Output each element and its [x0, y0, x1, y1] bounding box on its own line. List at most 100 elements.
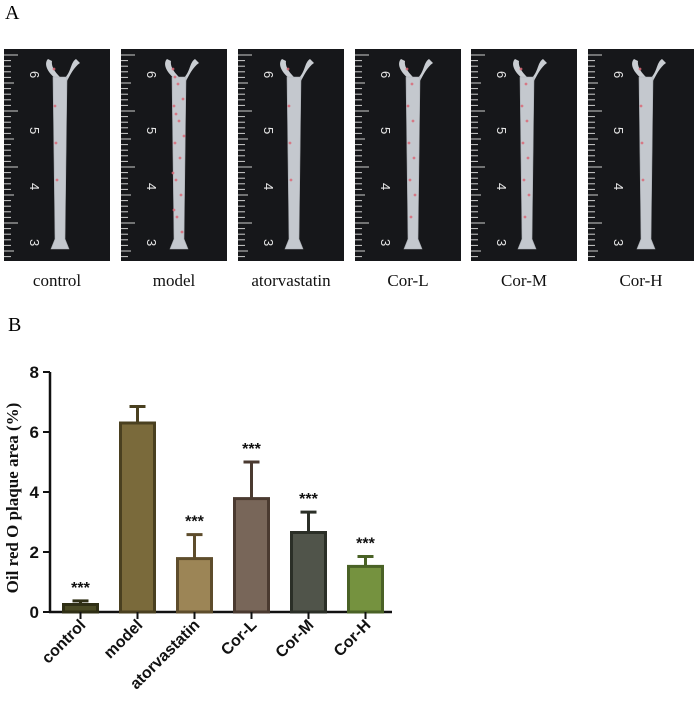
ruler-number: 4	[611, 183, 626, 190]
y-tick-label: 8	[30, 363, 39, 382]
photo-caption: atorvastatin	[251, 271, 331, 290]
photo-caption: Cor-H	[619, 271, 663, 290]
ruler-number: 5	[611, 127, 626, 134]
aorta-photo-cor-l: 6 5 4 3	[355, 49, 461, 261]
plaque-spot	[181, 97, 185, 101]
plaque-spot	[289, 178, 293, 182]
ruler-number: 5	[494, 127, 509, 134]
photo-caption: Cor-M	[501, 271, 547, 290]
ruler: 6 5 4 3	[238, 54, 276, 258]
photo-image: 6 5 4 3	[4, 49, 110, 261]
plaque-spot	[172, 208, 176, 212]
plaque-spot	[410, 82, 414, 86]
ruler-number: 3	[144, 239, 159, 246]
category-label: Cor-M	[273, 617, 318, 662]
aorta-photo-model: 6 5 4 3	[121, 49, 227, 261]
plaque-spot	[174, 112, 178, 116]
aorta-branch-right	[650, 59, 666, 83]
aorta-trunk	[169, 76, 189, 250]
plaque-spot	[524, 82, 528, 86]
plaque-spot	[406, 104, 410, 108]
plaque-spot	[171, 171, 175, 175]
ruler-number: 5	[261, 127, 276, 134]
aorta-trunk	[284, 76, 304, 250]
y-tick-label: 0	[30, 603, 39, 622]
aorta-vessel	[280, 59, 314, 250]
aorta-branch-right	[64, 59, 80, 83]
plaque-spot	[171, 67, 175, 71]
plaque-spot	[177, 119, 181, 123]
category-label: control	[39, 617, 89, 667]
plaque-spot	[182, 134, 186, 138]
plaque-spot	[174, 178, 178, 182]
bar-control	[62, 603, 99, 614]
ruler-number: 3	[611, 239, 626, 246]
aorta-branch-right	[531, 59, 547, 83]
plaque-spot	[176, 82, 180, 86]
plaque-spot	[179, 193, 183, 197]
y-tick-label: 4	[30, 483, 40, 502]
photo-caption: Cor-L	[387, 271, 429, 290]
plaque-spot	[520, 104, 524, 108]
aorta-branch-right	[183, 59, 199, 83]
photo-image: 6 5 4 3	[355, 49, 461, 261]
photo-caption: model	[152, 271, 196, 290]
ruler-number: 3	[261, 239, 276, 246]
plaque-spot	[405, 67, 409, 71]
category-label: model	[101, 617, 146, 662]
category-label: Cor-L	[218, 617, 260, 659]
plaque-spot	[640, 141, 644, 145]
aorta-trunk	[403, 76, 423, 250]
aorta-branch-right	[417, 59, 433, 83]
plaque-spot	[527, 193, 531, 197]
aorta-trunk	[636, 76, 656, 250]
bar-atorvastatin	[176, 557, 213, 614]
ruler-number: 3	[494, 239, 509, 246]
panel-a-label: A	[5, 2, 20, 24]
significance-label: ***	[356, 536, 375, 553]
plaque-spot	[525, 119, 529, 123]
plaque-spot	[412, 156, 416, 160]
plaque-spot	[526, 156, 530, 160]
plaque-spot	[172, 104, 176, 108]
plaque-spot	[639, 104, 643, 108]
significance-label: ***	[71, 580, 90, 597]
plaque-spot	[641, 178, 645, 182]
photo-image: 6 5 4 3	[588, 49, 694, 261]
plaque-spot	[55, 178, 59, 182]
plaque-spot	[408, 178, 412, 182]
photo-caption: control	[32, 271, 82, 290]
ruler-number: 4	[144, 183, 159, 190]
aorta-photo-control: 6 5 4 3	[4, 49, 110, 261]
plaque-spot	[173, 75, 177, 79]
plaque-spot	[521, 141, 525, 145]
y-axis-label: Oil red O plaque area (%)	[3, 403, 22, 594]
ruler: 6 5 4 3	[121, 54, 159, 258]
photo-image: 6 5 4 3	[471, 49, 577, 261]
ruler-number: 4	[378, 183, 393, 190]
aorta-photo-atorvastatin: 6 5 4 3	[238, 49, 344, 261]
photo-image: 6 5 4 3	[121, 49, 227, 261]
plaque-spot	[409, 215, 413, 219]
ruler: 6 5 4 3	[4, 54, 42, 258]
ruler-number: 6	[261, 71, 276, 78]
bar-chart: 0 2 4 6 8 Oil red O plaque area (%) *** control…	[3, 363, 392, 693]
ruler-number: 4	[27, 183, 42, 190]
ruler-number: 3	[27, 239, 42, 246]
plaque-spot	[407, 141, 411, 145]
ruler-number: 5	[378, 127, 393, 134]
category-label: Cor-H	[331, 617, 374, 660]
bar-cor-h	[347, 564, 384, 614]
plaque-spot	[53, 104, 57, 108]
ruler-number: 6	[144, 71, 159, 78]
ruler-number: 6	[378, 71, 393, 78]
plaque-spot	[413, 193, 417, 197]
plaque-spot	[523, 215, 527, 219]
panel-b-label: B	[8, 314, 22, 336]
aorta-vessel	[165, 59, 199, 250]
aorta-vessel	[399, 59, 433, 250]
plaque-spot	[638, 67, 642, 71]
plaque-spot	[54, 141, 58, 145]
ruler-number: 3	[378, 239, 393, 246]
aorta-photo-cor-m: 6 5 4 3	[471, 49, 577, 261]
